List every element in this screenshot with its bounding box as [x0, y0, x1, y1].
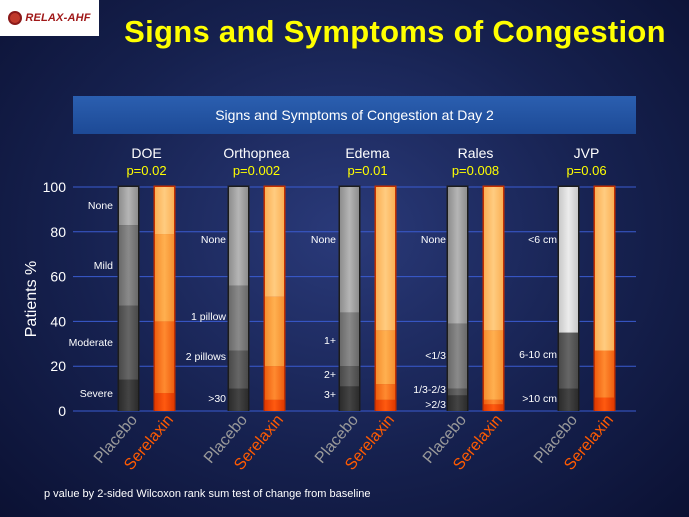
placebo-bar-segment	[448, 395, 467, 411]
p-value: p=0.02	[126, 163, 166, 178]
placebo-bar-segment	[119, 187, 138, 226]
group-name: DOE	[131, 145, 161, 161]
level-label: None	[88, 200, 113, 212]
level-label: 1/3-2/3	[413, 384, 446, 396]
serelaxin-bar-segment	[484, 399, 503, 405]
serelaxin-bar-segment	[595, 350, 614, 398]
group-name: Orthopnea	[223, 145, 289, 161]
placebo-bar-segment	[559, 332, 578, 389]
logo-text: RELAX-AHF	[25, 12, 91, 24]
serelaxin-bar-segment	[265, 399, 284, 411]
placebo-bar-segment	[448, 323, 467, 389]
level-label: Severe	[80, 388, 113, 400]
level-label: <6 cm	[528, 234, 557, 246]
placebo-bar-segment	[229, 388, 248, 411]
serelaxin-bar-segment	[376, 399, 395, 411]
level-label: >10 cm	[522, 393, 557, 405]
placebo-bar-segment	[340, 366, 359, 387]
chart-title-bar: Signs and Symptoms of Congestion at Day …	[73, 96, 636, 134]
y-tick-label: 100	[43, 179, 67, 195]
relax-ahf-logo: RELAX-AHF	[0, 0, 99, 36]
placebo-bar-segment	[340, 312, 359, 367]
placebo-bar-segment	[229, 350, 248, 389]
placebo-bar-segment	[229, 285, 248, 351]
serelaxin-bar-segment	[376, 330, 395, 385]
level-label: >30	[208, 393, 226, 405]
level-label: 1 pillow	[191, 311, 226, 323]
p-value: p=0.002	[233, 163, 280, 178]
group-name: JVP	[574, 145, 600, 161]
y-tick-label: 20	[50, 358, 66, 374]
serelaxin-bar-segment	[376, 384, 395, 400]
serelaxin-bar-segment	[484, 187, 503, 331]
level-label: <1/3	[425, 350, 446, 362]
p-value: p=0.01	[347, 163, 387, 178]
p-value: p=0.06	[566, 163, 606, 178]
serelaxin-bar-segment	[155, 321, 174, 394]
level-label: Mild	[94, 260, 113, 272]
level-label: 6-10 cm	[519, 349, 557, 361]
placebo-bar-segment	[229, 187, 248, 286]
level-label: 3+	[324, 389, 336, 401]
serelaxin-bar-segment	[155, 234, 174, 322]
y-tick-label: 40	[50, 313, 66, 329]
p-value: p=0.008	[452, 163, 499, 178]
serelaxin-bar-segment	[155, 187, 174, 235]
level-label: 2 pillows	[186, 351, 226, 363]
serelaxin-bar-segment	[265, 366, 284, 400]
placebo-bar-segment	[448, 187, 467, 324]
level-label: Moderate	[69, 337, 114, 349]
placebo-bar-segment	[119, 305, 138, 380]
level-label: None	[201, 234, 226, 246]
y-tick-label: 0	[58, 403, 66, 419]
placebo-bar-segment	[340, 386, 359, 411]
placebo-bar-segment	[340, 187, 359, 313]
serelaxin-bar-segment	[376, 187, 395, 331]
y-tick-label: 80	[50, 224, 66, 240]
level-label: None	[311, 234, 336, 246]
level-label: None	[421, 234, 446, 246]
serelaxin-bar-segment	[595, 187, 614, 351]
placebo-bar-segment	[559, 187, 578, 333]
placebo-bar-segment	[119, 225, 138, 306]
slide-title: Signs and Symptoms of Congestion	[124, 14, 666, 49]
placebo-bar-segment	[119, 379, 138, 411]
serelaxin-bar-segment	[265, 187, 284, 297]
serelaxin-bar-segment	[265, 296, 284, 367]
footnote: p value by 2-sided Wilcoxon rank sum tes…	[44, 488, 371, 500]
chart-title: Signs and Symptoms of Congestion at Day …	[215, 107, 494, 123]
level-label: 2+	[324, 369, 336, 381]
y-axis-label: Patients %	[23, 261, 40, 337]
group-name: Edema	[345, 145, 390, 161]
level-label: >2/3	[425, 399, 446, 411]
heart-icon	[8, 11, 23, 25]
serelaxin-bar-segment	[484, 330, 503, 400]
group-name: Rales	[458, 145, 494, 161]
serelaxin-bar-segment	[484, 404, 503, 411]
placebo-bar-segment	[448, 388, 467, 396]
serelaxin-bar-segment	[155, 393, 174, 411]
placebo-bar-segment	[559, 388, 578, 411]
y-tick-label: 60	[50, 269, 66, 285]
level-label: 1+	[324, 335, 336, 347]
serelaxin-bar-segment	[595, 397, 614, 411]
